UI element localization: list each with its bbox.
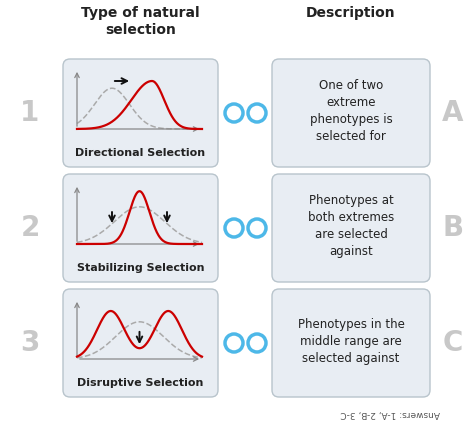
Text: Phenotypes in the
middle range are
selected against: Phenotypes in the middle range are selec…	[298, 317, 404, 364]
Text: Disruptive Selection: Disruptive Selection	[77, 378, 204, 388]
Text: Type of natural
selection: Type of natural selection	[81, 6, 200, 37]
Text: Stabilizing Selection: Stabilizing Selection	[77, 263, 204, 273]
Text: Directional Selection: Directional Selection	[75, 148, 206, 158]
Text: A: A	[442, 99, 464, 127]
Text: Phenotypes at
both extremes
are selected
against: Phenotypes at both extremes are selected…	[308, 194, 394, 258]
Text: Description: Description	[306, 6, 396, 20]
Text: 2: 2	[20, 214, 40, 242]
Text: 1: 1	[20, 99, 40, 127]
Text: C: C	[443, 329, 463, 357]
FancyBboxPatch shape	[63, 174, 218, 282]
FancyBboxPatch shape	[272, 289, 430, 397]
FancyBboxPatch shape	[272, 174, 430, 282]
Text: One of two
extreme
phenotypes is
selected for: One of two extreme phenotypes is selecte…	[310, 79, 392, 143]
FancyBboxPatch shape	[63, 59, 218, 167]
FancyBboxPatch shape	[272, 59, 430, 167]
Text: B: B	[442, 214, 464, 242]
Text: Answers: 1-A, 2-B, 3-C: Answers: 1-A, 2-B, 3-C	[340, 409, 440, 418]
Text: 3: 3	[20, 329, 40, 357]
FancyBboxPatch shape	[63, 289, 218, 397]
